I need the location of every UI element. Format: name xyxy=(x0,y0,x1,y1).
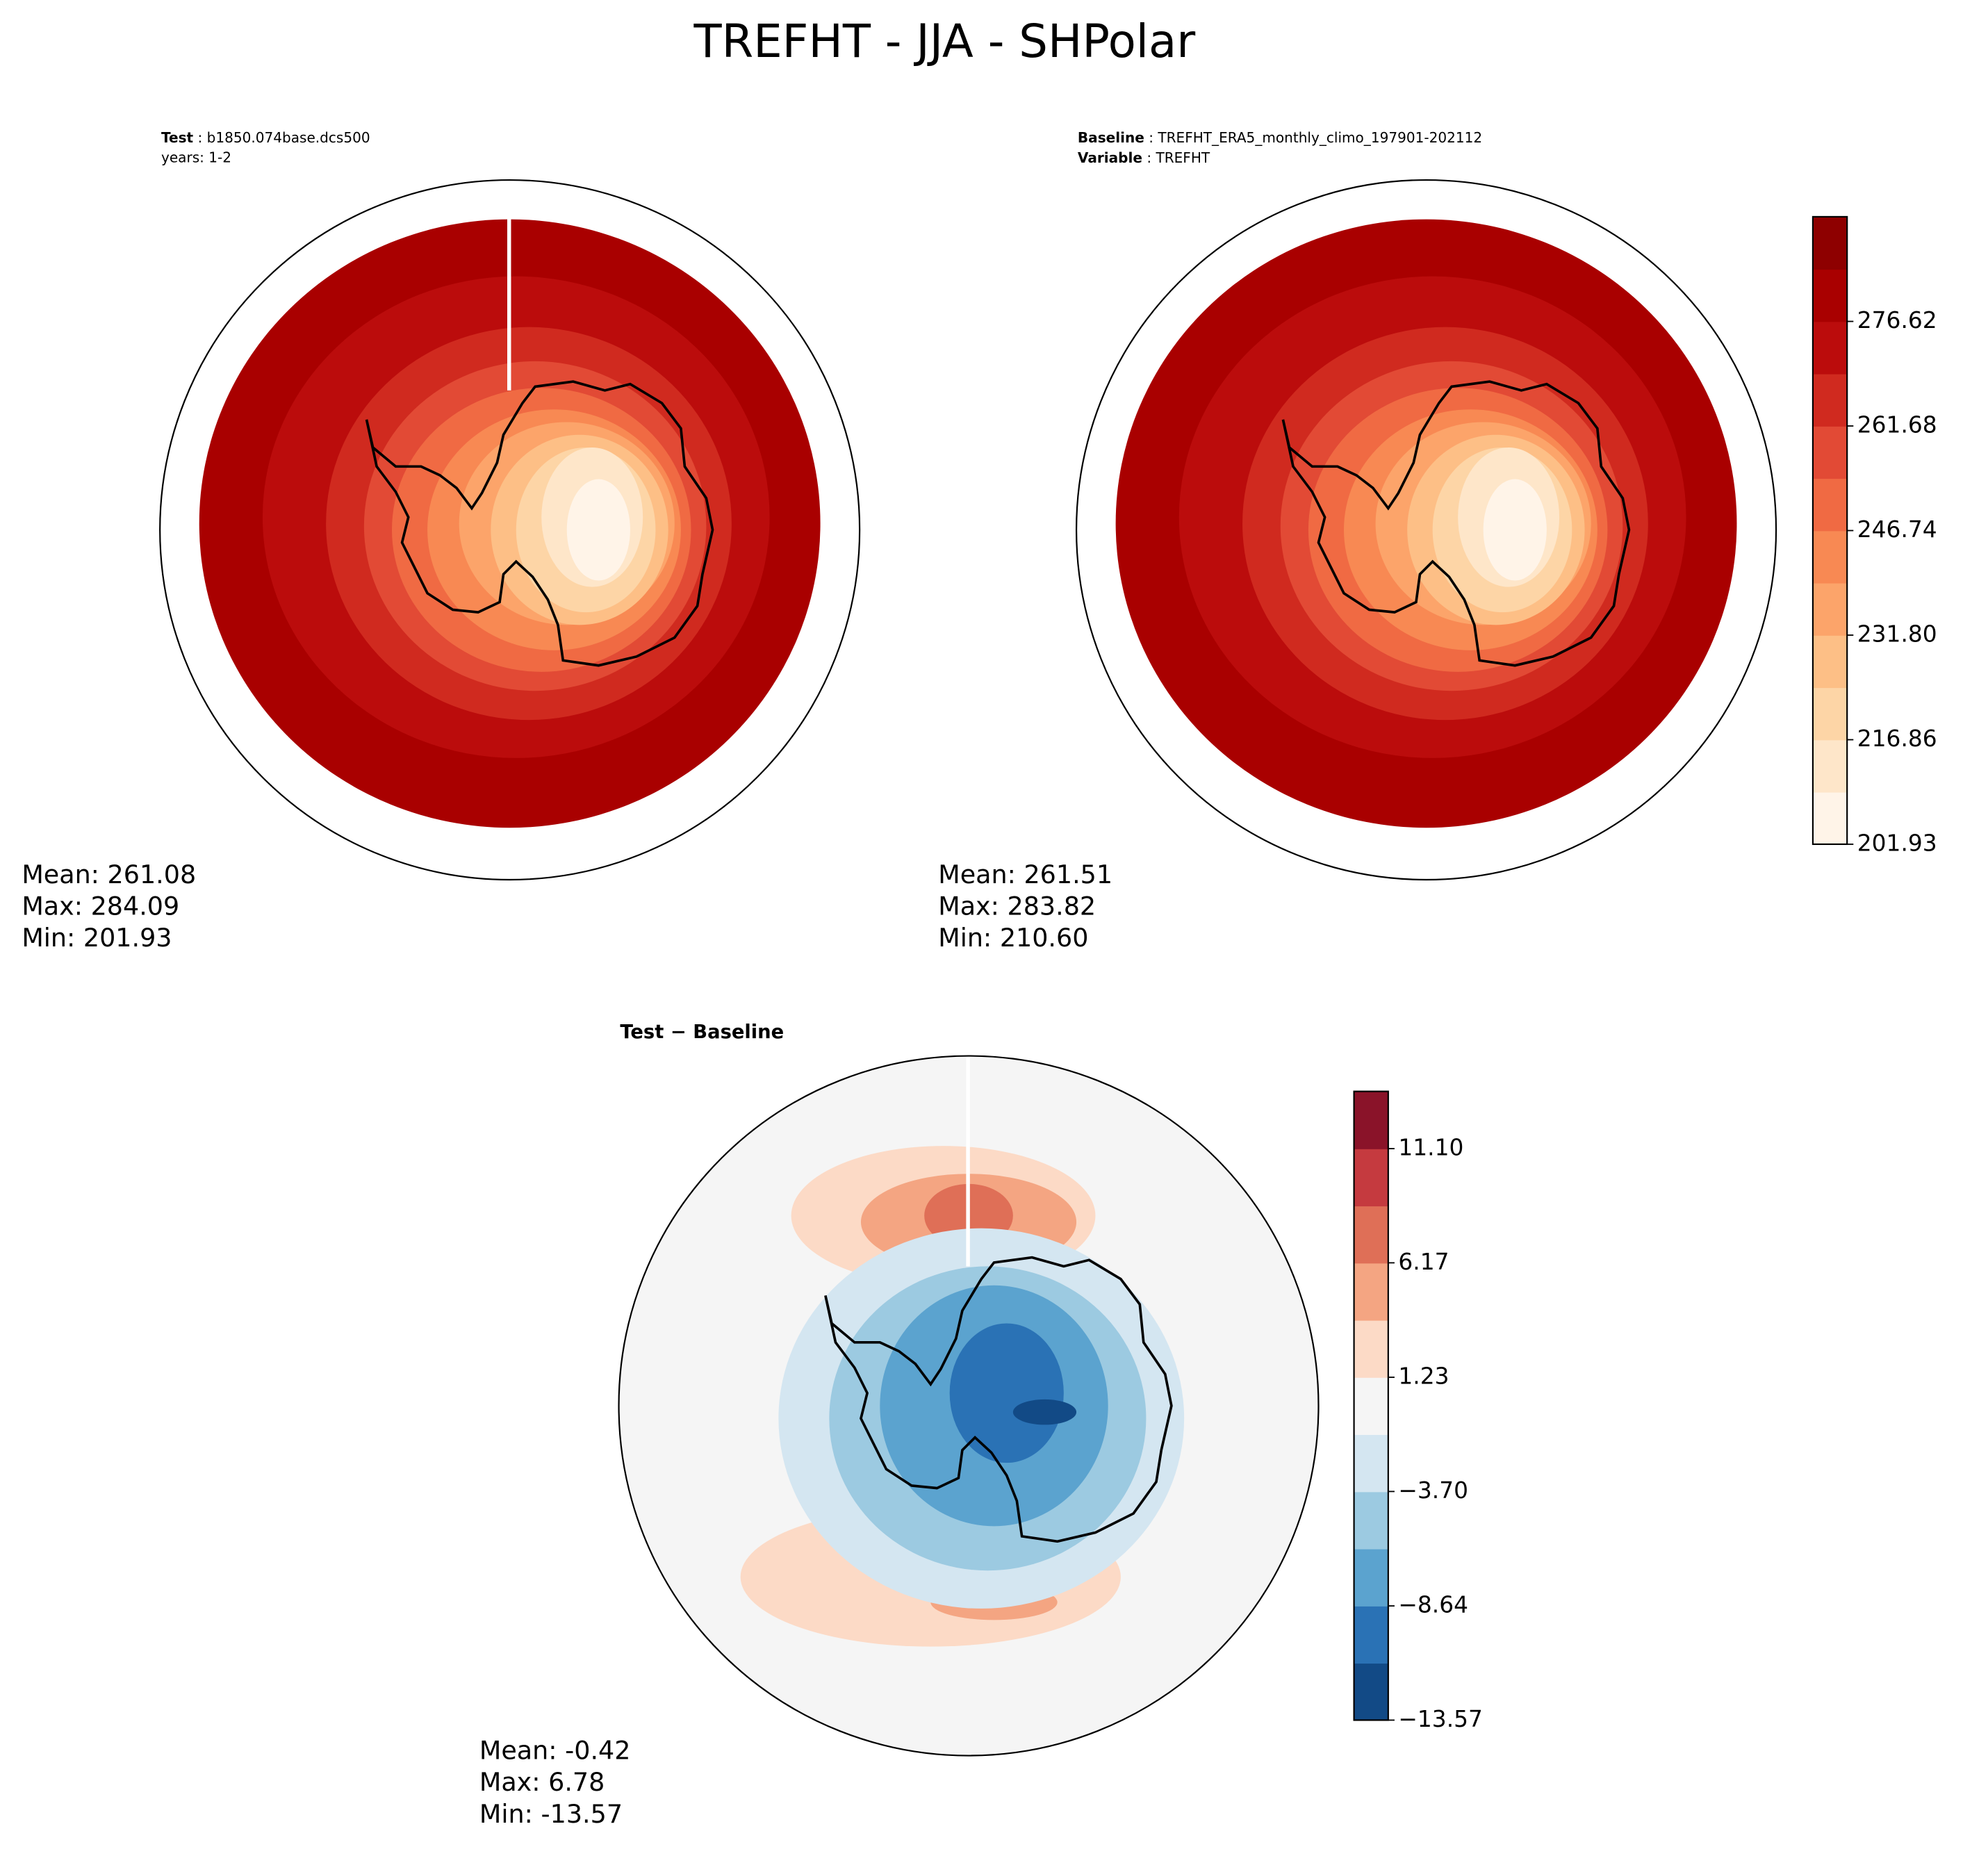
coastline xyxy=(824,1256,1173,1543)
panel-header: Baseline : TREFHT_ERA5_monthly_climo_197… xyxy=(1078,129,1482,145)
colorbar-band xyxy=(1354,1148,1388,1207)
colorbar-frame xyxy=(1353,1090,1389,1721)
panel-header: Test : b1850.074base.dcs500 xyxy=(161,129,370,145)
colorbar-band xyxy=(1812,634,1848,689)
colorbar-band xyxy=(1354,1663,1388,1721)
colorbar-band xyxy=(1812,425,1848,479)
contour xyxy=(949,1323,1064,1463)
stat: Max: 283.82 xyxy=(938,892,1096,921)
colorbar-band xyxy=(1812,321,1848,375)
case-name: b1850.074base.dcs500 xyxy=(207,129,370,145)
seam xyxy=(966,1056,970,1267)
contour xyxy=(1012,1399,1077,1425)
colorbar-band xyxy=(1354,1263,1388,1321)
tick-label: 216.86 xyxy=(1857,725,1937,752)
tick-label: 11.10 xyxy=(1398,1134,1463,1160)
tick-label: 1.23 xyxy=(1398,1363,1449,1390)
map xyxy=(199,180,821,828)
stat: Min: 201.93 xyxy=(22,923,172,953)
map-border xyxy=(1075,179,1777,881)
tick-label: −13.57 xyxy=(1398,1706,1483,1732)
stat: Mean: 261.08 xyxy=(22,860,196,889)
colorbar-band xyxy=(1812,478,1848,532)
contour xyxy=(1483,479,1547,581)
colorbar-band xyxy=(1354,1548,1388,1607)
colorbar-band xyxy=(1354,1605,1388,1664)
tick-label: 261.68 xyxy=(1857,412,1937,438)
map-border xyxy=(618,1055,1320,1757)
stat: Max: 6.78 xyxy=(479,1767,605,1797)
colorbar-band xyxy=(1354,1091,1388,1149)
colorbar-band xyxy=(1812,739,1848,793)
colorbar-band xyxy=(1354,1434,1388,1493)
variable: Variable : TREFHT xyxy=(1078,149,1210,166)
stat: Max: 284.09 xyxy=(22,892,179,921)
years: years: 1-2 xyxy=(161,149,231,166)
tick-label: 276.62 xyxy=(1857,307,1937,334)
map xyxy=(618,1056,1319,1756)
colorbar-band xyxy=(1354,1377,1388,1436)
figure-title: TREFHT - JJA - SHPolar xyxy=(693,15,1195,68)
label: Test xyxy=(161,129,194,145)
colorbar-band xyxy=(1812,687,1848,741)
case-name: TREFHT_ERA5_monthly_climo_197901-202112 xyxy=(1157,129,1482,145)
variable-name: TREFHT xyxy=(1155,149,1210,166)
tick-label: 6.17 xyxy=(1398,1249,1449,1275)
colorbar-band xyxy=(1812,216,1848,270)
colorbar-band xyxy=(1354,1491,1388,1550)
contour xyxy=(566,479,630,581)
stat: Mean: 261.51 xyxy=(938,860,1112,889)
coastline xyxy=(365,380,714,667)
colorbar-band xyxy=(1812,791,1848,845)
stat: Min: -13.57 xyxy=(479,1799,623,1829)
map-border xyxy=(159,179,861,881)
tick-label: −8.64 xyxy=(1398,1592,1468,1618)
colorbar-band xyxy=(1812,373,1848,427)
panel-header: Test − Baseline xyxy=(620,1021,784,1043)
colorbar-band xyxy=(1354,1206,1388,1264)
colorbar: 201.93 216.86 231.80 246.74 261.68 276.62 xyxy=(1812,215,1937,856)
colorbar: −13.57 −8.64 −3.70 1.23 6.17 11.10 xyxy=(1353,1090,1483,1732)
colorbar-band xyxy=(1812,269,1848,322)
colorbar-band xyxy=(1812,530,1848,584)
stat: Mean: -0.42 xyxy=(479,1736,631,1766)
stat: Min: 210.60 xyxy=(938,923,1088,953)
tick-label: −3.70 xyxy=(1398,1477,1468,1504)
colorbar-band xyxy=(1812,582,1848,636)
coastline xyxy=(1281,380,1631,667)
tick-label: 231.80 xyxy=(1857,621,1937,648)
seam xyxy=(507,180,511,391)
map xyxy=(1115,219,1737,828)
tick-label: 201.93 xyxy=(1857,830,1937,856)
label: Variable xyxy=(1078,149,1142,166)
tick-label: 246.74 xyxy=(1857,516,1937,543)
colorbar-band xyxy=(1354,1320,1388,1378)
label: Baseline xyxy=(1078,129,1144,145)
